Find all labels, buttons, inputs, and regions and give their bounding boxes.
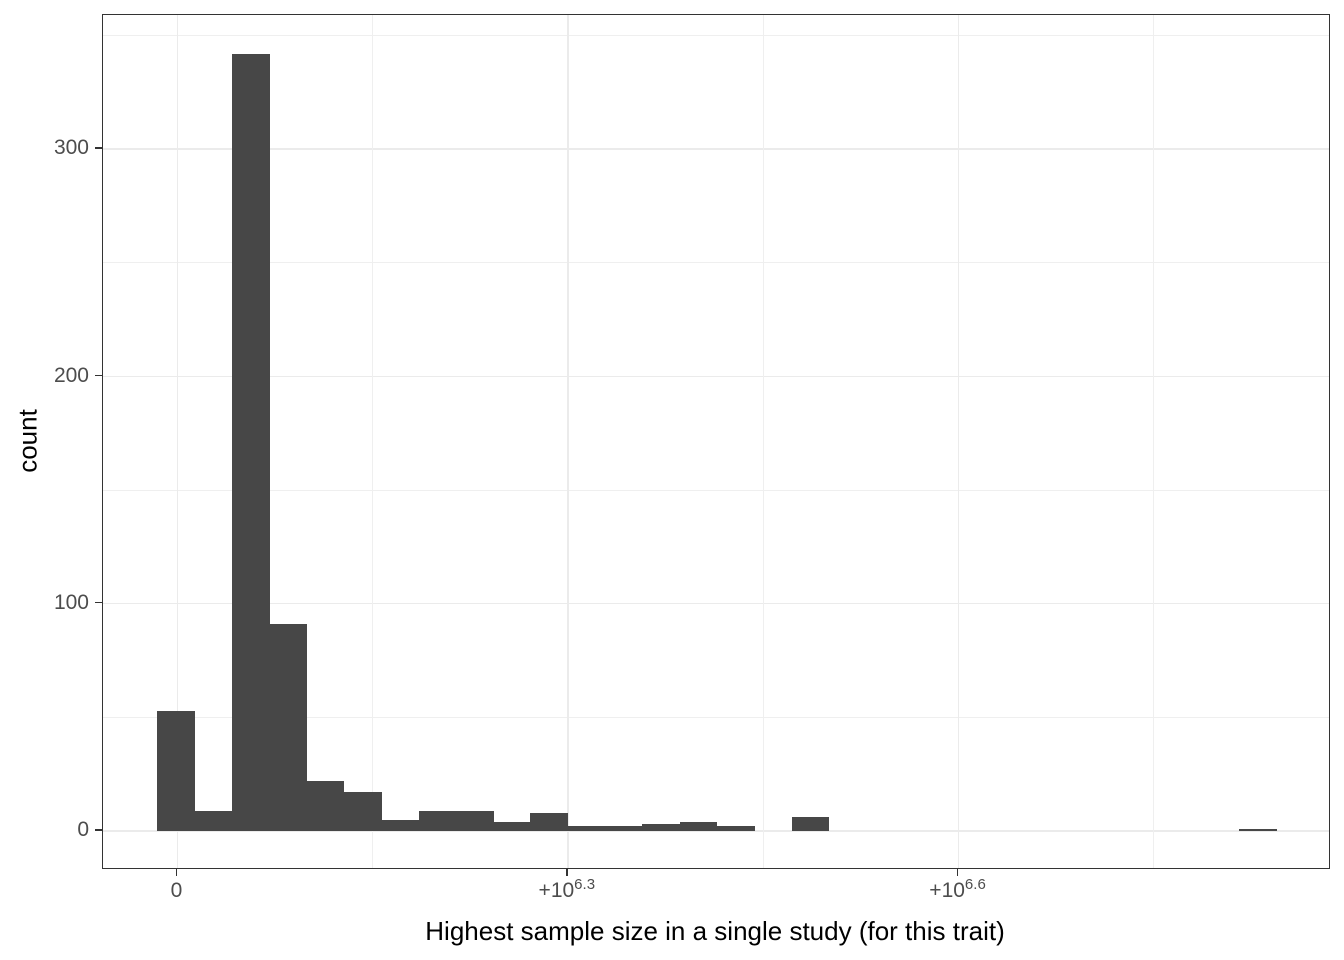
histogram-bar	[381, 819, 420, 831]
histogram-bar	[306, 780, 345, 831]
histogram-bar	[791, 817, 830, 831]
y-tick-mark	[95, 601, 102, 604]
histogram-bar	[679, 821, 718, 831]
y-tick-label: 0	[77, 818, 89, 842]
x-tick-label: +106.3	[538, 876, 596, 905]
x-tick-mark	[566, 868, 568, 876]
y-major-gridline	[103, 602, 1329, 605]
histogram-bar	[567, 826, 606, 831]
histogram-bar	[642, 824, 681, 831]
x-major-gridline	[567, 15, 569, 868]
histogram-bar	[232, 53, 270, 831]
x-minor-gridline	[372, 15, 373, 868]
histogram-bar	[269, 624, 308, 831]
x-tick-mark	[175, 868, 178, 876]
x-minor-gridline	[1153, 15, 1155, 868]
y-minor-gridline	[103, 34, 1329, 36]
x-tick-exponent: 6.6	[964, 876, 986, 893]
y-major-gridline	[103, 375, 1329, 378]
histogram-bar	[455, 810, 494, 831]
plot-panel	[102, 14, 1330, 869]
x-minor-gridline	[762, 15, 764, 868]
x-tick-label: +106.6	[929, 876, 986, 905]
y-major-gridline	[103, 148, 1329, 150]
y-tick-label: 200	[53, 363, 89, 387]
x-tick-base: +10	[929, 879, 965, 902]
histogram-bar	[194, 810, 233, 831]
histogram-bar	[343, 792, 382, 831]
y-axis-title: count	[12, 409, 43, 473]
histogram-bar	[493, 821, 531, 831]
x-tick-exponent: 6.3	[574, 876, 596, 893]
x-tick-base: +10	[538, 879, 575, 902]
x-major-gridline	[957, 15, 960, 868]
histogram-bar	[157, 710, 196, 831]
y-tick-label: 300	[53, 136, 89, 160]
histogram-bar	[1239, 828, 1277, 831]
y-minor-gridline	[103, 489, 1329, 491]
y-tick-mark	[95, 829, 102, 831]
histogram-bar	[605, 826, 643, 831]
x-tick-label: 0	[170, 879, 183, 902]
histogram-bar	[530, 812, 569, 831]
y-minor-gridline	[103, 262, 1329, 264]
y-tick-mark	[95, 374, 102, 377]
histogram-bar	[418, 810, 457, 831]
histogram-bar	[716, 826, 755, 831]
x-tick-mark	[956, 868, 959, 876]
y-tick-label: 100	[53, 591, 89, 615]
y-tick-mark	[95, 147, 102, 149]
x-axis-title: Highest sample size in a single study (f…	[425, 916, 1005, 946]
